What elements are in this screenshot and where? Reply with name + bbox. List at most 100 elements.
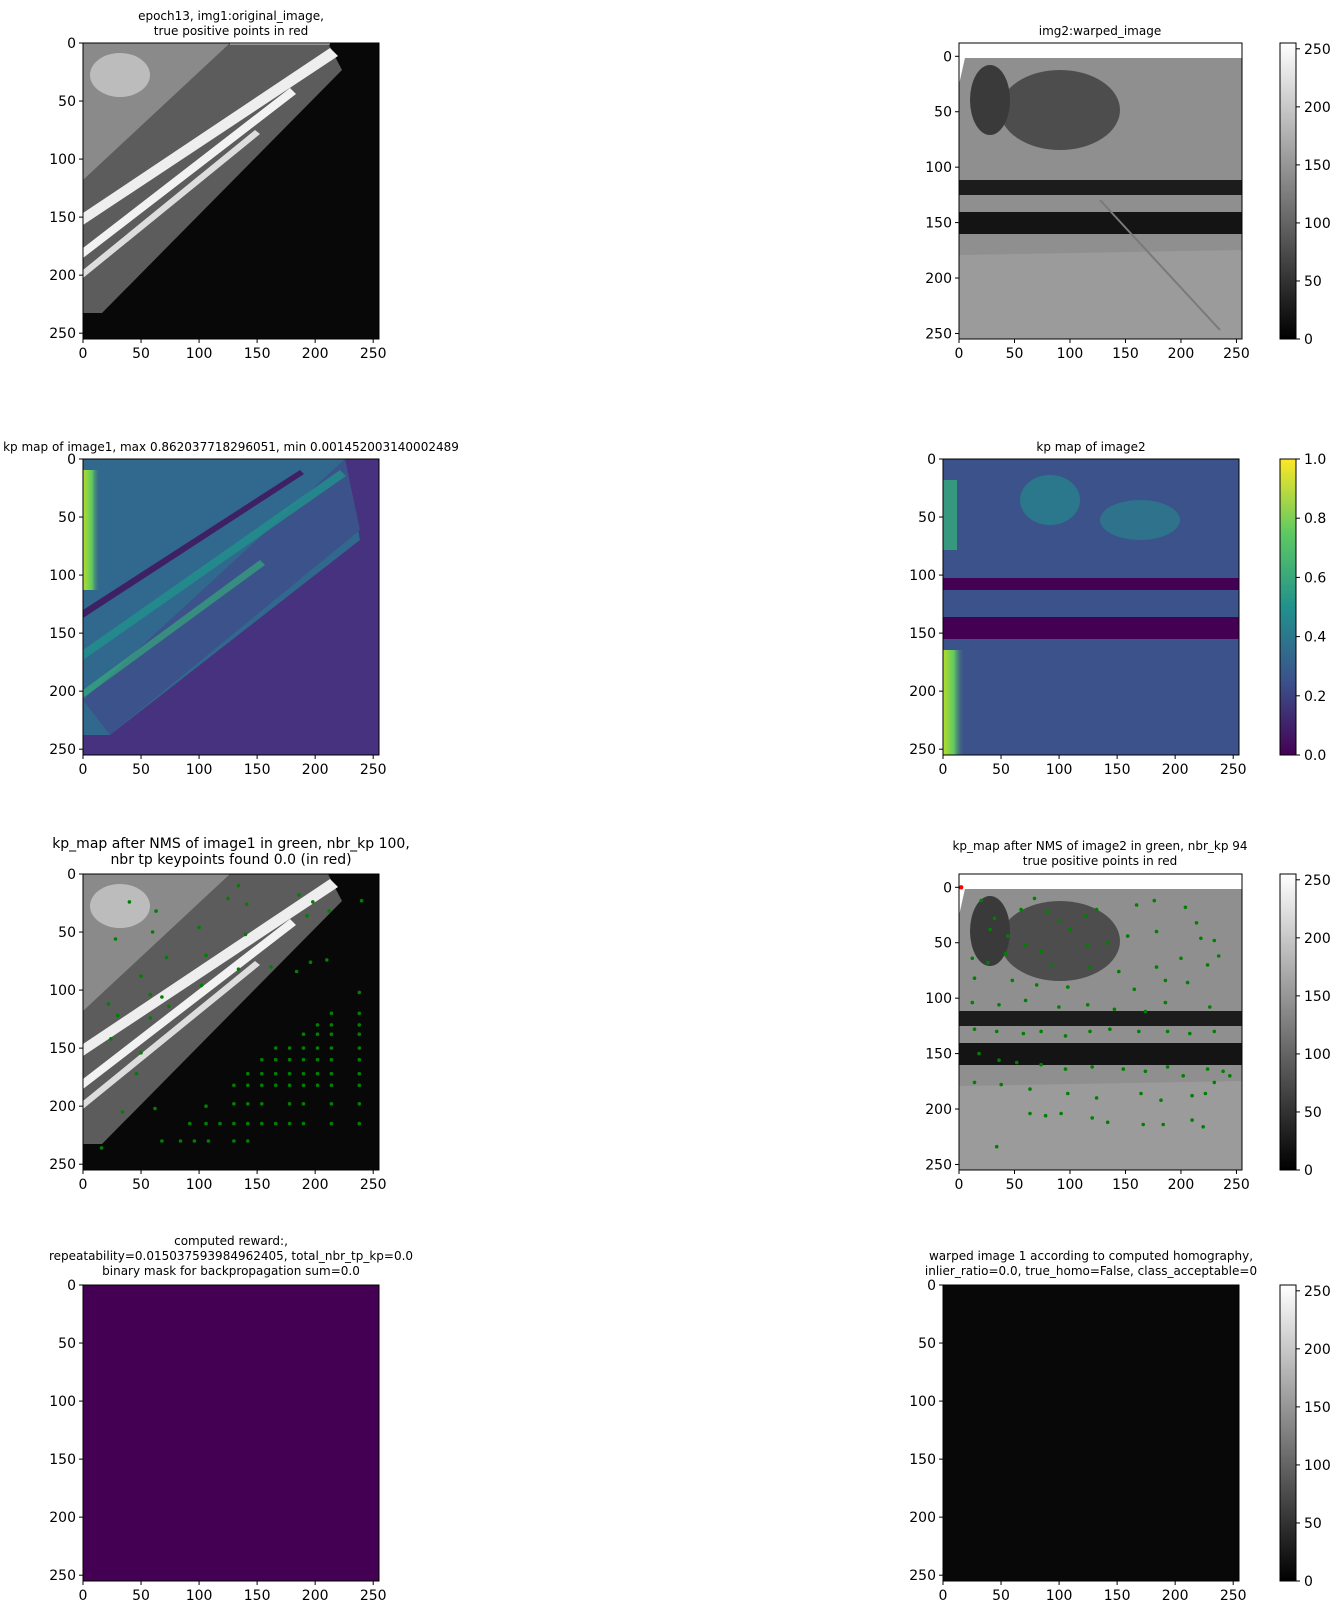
- y-tick-label: 150: [49, 1041, 76, 1057]
- keypoint-marker: [359, 898, 364, 903]
- keypoint-marker: [273, 1121, 278, 1126]
- title-nms2-line1: kp_map after NMS of image2 in green, nbr…: [952, 839, 1247, 853]
- keypoint-marker: [178, 1139, 183, 1143]
- y-tick-label: 250: [49, 1157, 76, 1173]
- keypoint-marker: [287, 1102, 292, 1106]
- keypoint-marker: [1183, 905, 1188, 910]
- reward-raster: [83, 1285, 379, 1581]
- keypoint-marker: [226, 896, 230, 901]
- keypoint-marker: [1083, 914, 1088, 918]
- y-tick-label: 0: [67, 1278, 76, 1294]
- panel-warp: warped image 1 according to computed hom…: [909, 1249, 1330, 1604]
- y-tick-label: 50: [58, 94, 76, 110]
- x-tick-label: 150: [1112, 346, 1139, 362]
- colorbar-tick-label: 150: [1304, 989, 1331, 1005]
- keypoint-marker: [139, 974, 143, 978]
- keypoint-marker: [113, 937, 118, 941]
- y-tick-label: 0: [67, 452, 76, 468]
- keypoint-marker: [1165, 1029, 1170, 1034]
- x-tick-label: 150: [244, 762, 271, 778]
- keypoint-marker: [301, 1083, 306, 1088]
- panel-img1: epoch13, img1:original_image, true posit…: [49, 9, 386, 362]
- keypoint-marker: [1203, 1091, 1208, 1096]
- colorbar-tick-label: 0.0: [1304, 748, 1326, 764]
- x-tick-label: 150: [1104, 762, 1131, 778]
- keypoint-marker: [1063, 1034, 1068, 1038]
- title-kp2: kp map of image2: [1036, 440, 1145, 454]
- keypoint-marker: [269, 965, 273, 969]
- keypoint-marker: [997, 1003, 1001, 1007]
- keypoint-marker: [1143, 1009, 1148, 1014]
- y-tick-label: 100: [909, 1394, 936, 1410]
- keypoint-marker: [260, 1102, 264, 1106]
- x-tick-label: 250: [1223, 1177, 1250, 1193]
- keypoint-marker: [325, 958, 329, 962]
- keypoint-marker: [153, 1106, 157, 1111]
- keypoint-marker: [273, 1057, 278, 1062]
- panel-nms2: kp_map after NMS of image2 in green, nbr…: [925, 839, 1330, 1193]
- x-tick-label: 150: [244, 1177, 271, 1193]
- keypoint-marker: [1143, 1069, 1148, 1074]
- keypoint-marker: [160, 1139, 164, 1143]
- keypoint-marker: [988, 927, 992, 932]
- y-tick-label: 250: [49, 326, 76, 342]
- keypoint-marker: [199, 983, 204, 988]
- keypoint-marker: [188, 1121, 192, 1126]
- keypoint-marker: [287, 1046, 292, 1050]
- keypoint-marker: [99, 1146, 104, 1150]
- x-tick-label: 100: [1057, 346, 1084, 362]
- axes-frame-warp: [942, 1284, 1240, 1582]
- keypoint-marker: [1212, 938, 1217, 943]
- keypoint-marker: [1199, 936, 1203, 941]
- x-tick-label: 50: [992, 762, 1010, 778]
- ticks-nms1: 0 0 50 50 100 100 150 150 200 200 250 250: [49, 867, 386, 1193]
- keypoint-marker: [154, 909, 158, 913]
- keypoint-marker: [167, 1004, 171, 1009]
- y-tick-label: 200: [925, 1102, 952, 1118]
- keypoint-marker: [1034, 983, 1039, 987]
- y-tick-label: 200: [49, 1510, 76, 1526]
- kp2-raster: [943, 459, 1239, 755]
- keypoint-marker: [357, 1102, 362, 1106]
- x-tick-label: 200: [302, 1588, 329, 1604]
- ticks-kp1: 0 0 50 50 100 100 150 150 200 200 250 250: [49, 452, 386, 778]
- keypoint-marker: [246, 1102, 250, 1106]
- keypoint-marker: [315, 1071, 320, 1076]
- x-tick-label: 250: [360, 1588, 387, 1604]
- keypoint-marker: [972, 1027, 977, 1031]
- keypoint-marker: [1181, 1074, 1185, 1078]
- keypoint-marker: [301, 1071, 306, 1076]
- keypoint-marker: [1163, 1000, 1168, 1005]
- keypoint-marker: [287, 1121, 292, 1126]
- colorbar-tick-label: 100: [1304, 1047, 1331, 1063]
- colorbar-tick-label: 150: [1304, 158, 1331, 174]
- y-tick-label: 0: [67, 867, 76, 883]
- keypoint-marker: [1112, 1007, 1117, 1012]
- keypoint-marker: [232, 1102, 236, 1106]
- title-img1-line1: epoch13, img1:original_image,: [138, 9, 324, 23]
- y-tick-label: 150: [49, 210, 76, 226]
- x-tick-label: 200: [1162, 1588, 1189, 1604]
- keypoint-marker: [1023, 943, 1028, 947]
- keypoint-marker: [301, 1057, 306, 1062]
- ticks-warp: 0 0 50 50 100 100 150 150 200 200 250 250: [909, 1278, 1246, 1604]
- keypoint-marker: [116, 1013, 120, 1018]
- keypoint-marker: [1085, 1003, 1090, 1007]
- x-tick-label: 150: [1112, 1177, 1139, 1193]
- panel-reward: computed reward:, repeatability=0.015037…: [49, 1234, 413, 1604]
- colorbar-ticks-img2: 0 50 100 150 200 250: [1296, 42, 1331, 348]
- title-img2: img2:warped_image: [1039, 24, 1161, 38]
- keypoint-marker: [970, 956, 975, 961]
- keypoint-marker: [977, 1051, 981, 1056]
- keypoint-marker: [315, 1083, 320, 1088]
- ticks-reward: 0 0 50 50 100 100 150 150 200 200 250 250: [49, 1278, 386, 1604]
- keypoint-marker: [301, 1121, 306, 1126]
- colorbar-tick-label: 0: [1304, 332, 1313, 348]
- keypoint-marker: [994, 1029, 999, 1034]
- keypoint-marker: [1212, 1080, 1217, 1085]
- keypoint-marker: [1154, 965, 1159, 969]
- keypoint-marker: [243, 932, 248, 937]
- x-tick-label: 50: [1006, 1177, 1024, 1193]
- colorbar-ticks-nms2: 0 50 100 150 200 250: [1296, 873, 1331, 1179]
- y-tick-label: 200: [925, 271, 952, 287]
